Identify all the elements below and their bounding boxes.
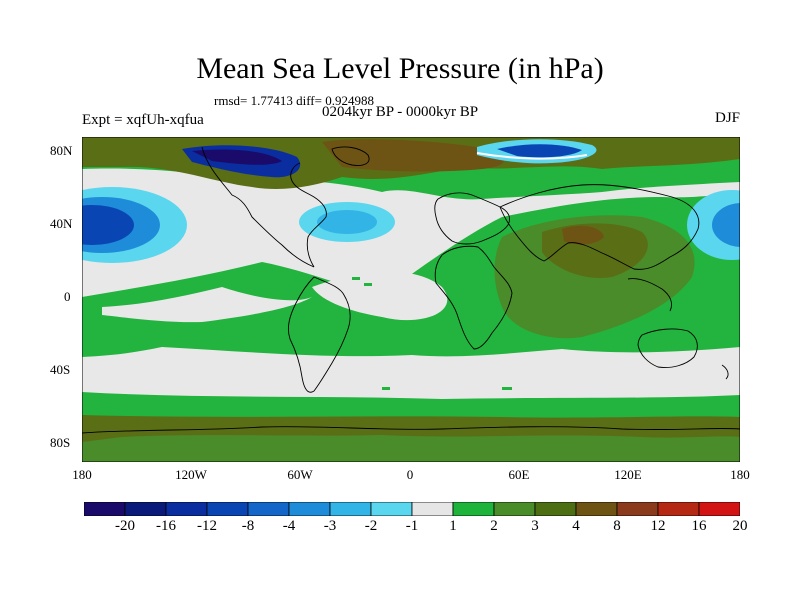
coast-north-america-west [201, 146, 315, 268]
colorbar-cell [616, 502, 659, 516]
asia-brown-core [562, 225, 604, 245]
speckle-3 [502, 387, 512, 390]
lon-label-0: 0 [406, 467, 414, 482]
coast-europe [434, 192, 511, 245]
lon-label-60w: 60W [287, 467, 313, 482]
lon-label-180w: 180 [72, 467, 92, 482]
coast-australia [637, 328, 698, 368]
north-pacific-blue-east [712, 203, 740, 247]
north-atlantic-core [317, 210, 377, 234]
colorbar-cell [534, 502, 577, 516]
colorbar-label: 4 [572, 518, 580, 534]
speckle-patches [352, 277, 512, 390]
siberia-blue [497, 144, 582, 158]
arctic-brown-patch [322, 139, 504, 172]
coast-antarctica [82, 426, 740, 434]
speckle-2 [364, 283, 372, 286]
stats-line: rmsd= 1.77413 diff= 0.924988 [214, 93, 374, 108]
colorbar-label: -12 [197, 518, 217, 534]
north-pacific-deep-blue [82, 205, 134, 245]
pressure-difference-map [82, 137, 740, 462]
colorbar [84, 502, 740, 516]
neutral-pocket-atlantic [312, 271, 448, 321]
colorbar-cell [411, 502, 454, 516]
coastlines [82, 146, 740, 434]
colorbar-label: -1 [405, 518, 419, 534]
coast-africa [434, 245, 513, 350]
colorbar-cell [452, 502, 495, 516]
antarctic-green-mix [82, 435, 740, 462]
coast-asia [499, 184, 700, 270]
colorbar-cell [493, 502, 536, 516]
colorbar-label: 3 [531, 518, 539, 534]
lon-label-120e: 120E [614, 467, 642, 482]
experiment-label: Expt = xqfUh-xqfua [82, 112, 204, 128]
colorbar-cell [329, 502, 372, 516]
neutral-pocket-pacific [102, 287, 312, 323]
coast-new-zealand [721, 364, 729, 380]
southern-neutral-band [82, 359, 740, 395]
coast-maritime-se-asia [627, 278, 673, 312]
speckle-4 [382, 387, 390, 390]
colorbar-label: 1 [449, 518, 457, 534]
colorbar-cell [124, 502, 167, 516]
colorbar-cell [657, 502, 700, 516]
lat-label-80s: 80S [50, 435, 71, 450]
colorbar-label: 2 [490, 518, 498, 534]
coast-north-america-east [290, 162, 327, 268]
colorbar-label: -8 [241, 518, 255, 534]
colorbar-label: 8 [613, 518, 621, 534]
colorbar-label: -16 [156, 518, 176, 534]
colorbar-cell [206, 502, 249, 516]
coast-greenland [331, 146, 370, 166]
colorbar-cell [288, 502, 331, 516]
speckle-1 [352, 277, 360, 280]
colorbar-cell [698, 502, 740, 516]
colorbar-cell [84, 502, 126, 516]
coast-south-america [287, 276, 351, 393]
colorbar-cell [247, 502, 290, 516]
lon-label-120w: 120W [175, 467, 207, 482]
siberia-white-rim [476, 152, 588, 160]
colorbar-label: 12 [650, 518, 666, 534]
chart-title: Mean Sea Level Pressure (in hPa) [196, 52, 604, 85]
lon-label-180e: 180 [730, 467, 750, 482]
southern-ocean-green [82, 392, 740, 422]
colorbar-cell [165, 502, 208, 516]
lat-label-eq: 0 [64, 289, 71, 304]
colorbar-label: -20 [115, 518, 135, 534]
colorbar-cell [370, 502, 413, 516]
colorbar-label: 20 [732, 518, 748, 534]
colorbar-label: -3 [323, 518, 337, 534]
colorbar-cell [575, 502, 618, 516]
lat-label-40s: 40S [50, 362, 71, 377]
lon-label-60e: 60E [508, 467, 530, 482]
colorbar-label: -4 [282, 518, 296, 534]
canada-deep-blue [192, 149, 282, 165]
colorbar-label: -2 [364, 518, 378, 534]
lat-label-80n: 80N [50, 143, 73, 158]
period-label: 0204kyr BP - 0000kyr BP [322, 104, 479, 120]
season-label: DJF [714, 110, 740, 126]
colorbar-label: 16 [691, 518, 707, 534]
lat-label-40n: 40N [50, 216, 73, 231]
